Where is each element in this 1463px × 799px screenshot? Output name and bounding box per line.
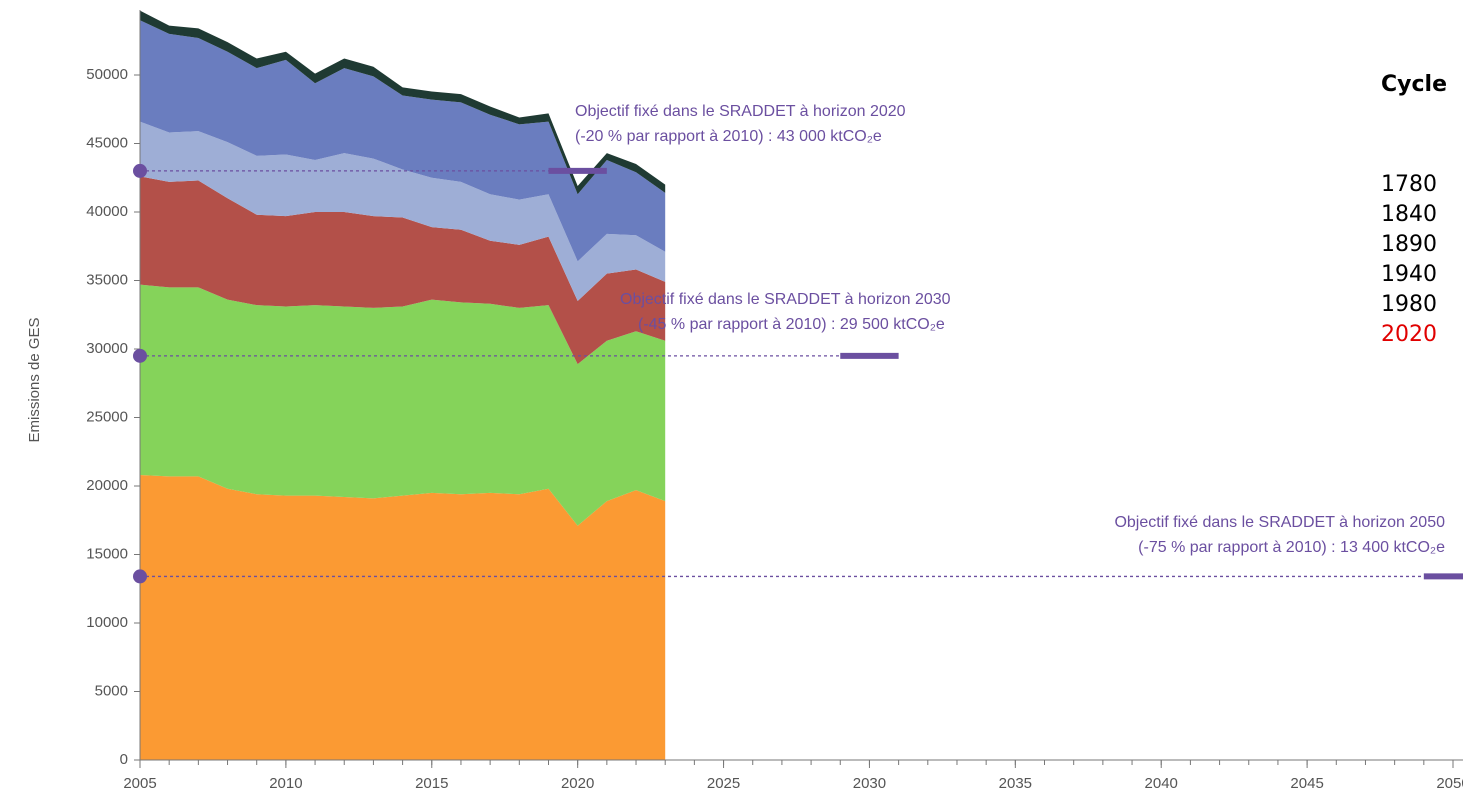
x-tick-label: 2025: [707, 775, 740, 792]
y-tick-label: 15000: [86, 545, 128, 562]
target-label: (-20 % par rapport à 2010) : 43 000 ktCO…: [575, 128, 882, 145]
panel-item: 1780: [1381, 172, 1437, 197]
y-tick-label: 5000: [95, 682, 128, 699]
panel-item: 1980: [1381, 292, 1437, 317]
target-label: Objectif fixé dans le SRADDET à horizon …: [1114, 514, 1445, 531]
target-dot: [133, 348, 147, 363]
area: [140, 284, 666, 526]
x-tick-label: 2050: [1436, 775, 1463, 792]
x-tick-label: 2020: [561, 775, 594, 792]
y-axis-label: Emissions de GES: [26, 317, 43, 442]
x-tick-label: 2035: [999, 775, 1032, 792]
area: [140, 121, 666, 302]
x-tick-label: 2030: [853, 775, 886, 792]
panel-item: 2020: [1381, 322, 1437, 347]
x-tick-label: 2045: [1290, 775, 1323, 792]
x-tick-label: 2005: [123, 775, 156, 792]
y-tick-label: 30000: [86, 340, 128, 357]
y-tick-label: 0: [120, 751, 128, 768]
panel-title: Cycle: [1381, 72, 1447, 97]
y-tick-label: 50000: [86, 66, 128, 83]
panel-item: 1890: [1381, 232, 1437, 257]
target-label: (-75 % par rapport à 2010) : 13 400 ktCO…: [1138, 539, 1445, 556]
target-label: Objectif fixé dans le SRADDET à horizon …: [620, 291, 951, 308]
area: [140, 20, 666, 262]
y-tick-label: 10000: [86, 614, 128, 631]
y-tick-label: 25000: [86, 408, 128, 425]
panel-item: 1840: [1381, 202, 1437, 227]
side-panel: Cycle 1780 1840 1890 1940 1980 2020: [1381, 0, 1463, 799]
x-tick-label: 2040: [1145, 775, 1178, 792]
y-tick-label: 35000: [86, 271, 128, 288]
target-label: Objectif fixé dans le SRADDET à horizon …: [575, 103, 906, 120]
area: [140, 176, 666, 365]
target-dot: [133, 569, 147, 584]
y-tick-label: 40000: [86, 203, 128, 220]
y-tick-label: 20000: [86, 477, 128, 494]
panel-item: 1940: [1381, 262, 1437, 287]
x-tick-label: 2010: [269, 775, 302, 792]
area: [140, 475, 666, 760]
area: [140, 10, 666, 195]
target-label: (-45 % par rapport à 2010) : 29 500 ktCO…: [638, 316, 945, 333]
target-dot: [133, 163, 147, 178]
x-tick-label: 2015: [415, 775, 448, 792]
y-tick-label: 45000: [86, 134, 128, 151]
